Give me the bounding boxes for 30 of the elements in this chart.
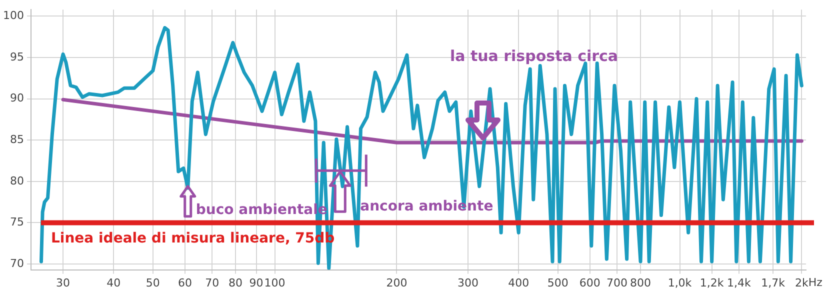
y-tick-label: 75 [10, 216, 24, 229]
x-tick-label: 1,4k [726, 276, 752, 290]
x-tick-label: 80 [228, 276, 243, 290]
y-tick-label: 95 [10, 50, 24, 64]
x-tick-label: 1,0k [668, 276, 692, 290]
x-tick-label: 2k [794, 276, 809, 290]
x-tick-label: 100 [264, 276, 286, 290]
x-tick-label: 500 [547, 276, 568, 290]
x-tick-label: 70 [205, 276, 220, 290]
x-tick-label: 1,2k [700, 276, 724, 290]
x-tick-label: 800 [630, 276, 652, 290]
annotation: la tua risposta circa [450, 46, 618, 65]
x-tick-label: 400 [508, 276, 530, 290]
annotation: ancora ambiente [360, 198, 494, 214]
y-tick-label: 90 [10, 92, 24, 105]
x-axis-title: Hz [808, 276, 823, 290]
y-tick-label: 100 [2, 9, 24, 22]
y-tick-label: 70 [10, 256, 24, 270]
x-tick-label: 40 [106, 276, 121, 290]
x-tick-label: 50 [146, 276, 160, 290]
x-tick-label: 600 [579, 276, 600, 290]
x-tick-label: 60 [178, 276, 192, 290]
x-tick-label: 90 [249, 276, 264, 290]
x-tick-label: 700 [606, 276, 628, 290]
x-tick-label: 30 [56, 276, 70, 290]
y-tick-label: 85 [10, 132, 24, 146]
y-tick-label: 80 [10, 174, 24, 188]
x-tick-label: 300 [458, 276, 479, 290]
x-tick-label: 200 [386, 276, 408, 290]
x-tick-label: 1,7k [761, 276, 786, 290]
